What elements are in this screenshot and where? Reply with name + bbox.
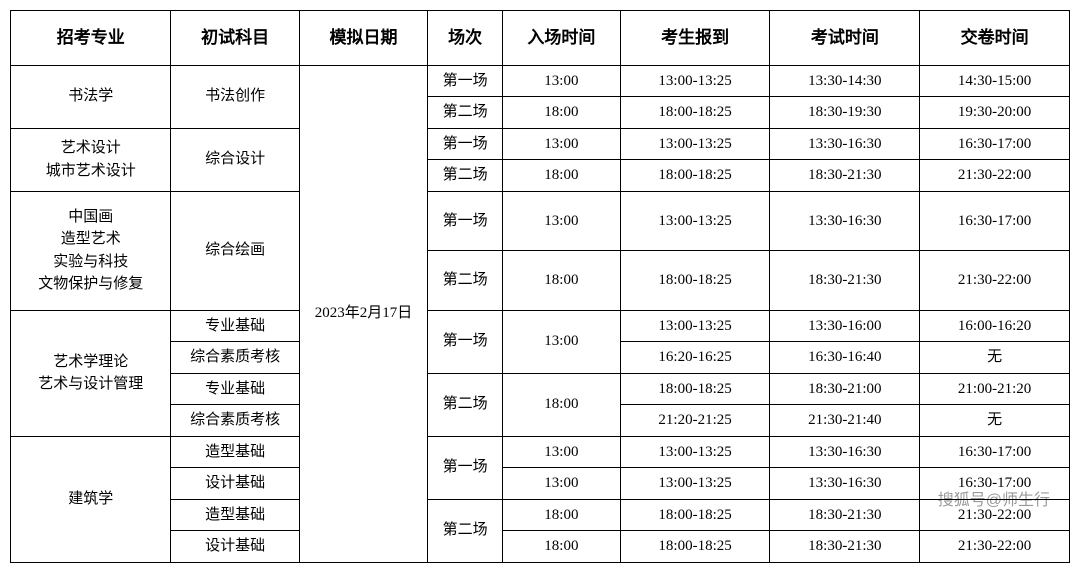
cell-major: 艺术学理论艺术与设计管理 — [11, 310, 171, 436]
table-row: 艺术学理论艺术与设计管理 专业基础 第一场 13:00 13:00-13:25 … — [11, 310, 1070, 342]
th-date: 模拟日期 — [299, 11, 427, 66]
cell-session: 第一场 — [428, 310, 503, 373]
th-submit: 交卷时间 — [920, 11, 1070, 66]
cell-register: 18:00-18:25 — [620, 531, 770, 563]
cell-exam: 18:30-21:00 — [770, 373, 920, 405]
cell-register: 13:00-13:25 — [620, 436, 770, 468]
cell-register: 18:00-18:25 — [620, 160, 770, 192]
cell-register: 18:00-18:25 — [620, 373, 770, 405]
cell-register: 13:00-13:25 — [620, 128, 770, 160]
cell-entry: 18:00 — [503, 373, 621, 436]
cell-exam: 18:30-21:30 — [770, 531, 920, 563]
cell-register: 18:00-18:25 — [620, 97, 770, 129]
cell-session: 第二场 — [428, 251, 503, 311]
cell-subject: 设计基础 — [171, 468, 299, 500]
cell-register: 16:20-16:25 — [620, 342, 770, 374]
cell-major: 中国画造型艺术实验与科技文物保护与修复 — [11, 191, 171, 310]
cell-register: 13:00-13:25 — [620, 65, 770, 97]
cell-submit: 14:30-15:00 — [920, 65, 1070, 97]
table-row: 建筑学 造型基础 第一场 13:00 13:00-13:25 13:30-16:… — [11, 436, 1070, 468]
cell-entry: 13:00 — [503, 468, 621, 500]
cell-exam: 13:30-16:30 — [770, 191, 920, 251]
cell-entry: 13:00 — [503, 436, 621, 468]
cell-exam: 18:30-21:30 — [770, 160, 920, 192]
cell-subject: 书法创作 — [171, 65, 299, 128]
cell-submit: 21:30-22:00 — [920, 251, 1070, 311]
cell-exam: 18:30-21:30 — [770, 499, 920, 531]
cell-entry: 13:00 — [503, 128, 621, 160]
cell-session: 第一场 — [428, 436, 503, 499]
cell-submit: 21:00-21:20 — [920, 373, 1070, 405]
cell-subject: 综合素质考核 — [171, 405, 299, 437]
cell-subject: 综合素质考核 — [171, 342, 299, 374]
cell-entry: 13:00 — [503, 65, 621, 97]
cell-register: 21:20-21:25 — [620, 405, 770, 437]
cell-subject: 综合绘画 — [171, 191, 299, 310]
cell-exam: 18:30-21:30 — [770, 251, 920, 311]
table-row: 艺术设计城市艺术设计 综合设计 第一场 13:00 13:00-13:25 13… — [11, 128, 1070, 160]
cell-exam: 21:30-21:40 — [770, 405, 920, 437]
cell-submit: 16:30-17:00 — [920, 191, 1070, 251]
cell-session: 第一场 — [428, 128, 503, 160]
cell-submit: 无 — [920, 405, 1070, 437]
cell-session: 第二场 — [428, 97, 503, 129]
th-register: 考生报到 — [620, 11, 770, 66]
th-major: 招考专业 — [11, 11, 171, 66]
cell-session: 第二场 — [428, 373, 503, 436]
schedule-table: 招考专业 初试科目 模拟日期 场次 入场时间 考生报到 考试时间 交卷时间 书法… — [10, 10, 1070, 563]
cell-subject: 专业基础 — [171, 373, 299, 405]
cell-major: 建筑学 — [11, 436, 171, 562]
cell-major: 书法学 — [11, 65, 171, 128]
th-subject: 初试科目 — [171, 11, 299, 66]
header-row: 招考专业 初试科目 模拟日期 场次 入场时间 考生报到 考试时间 交卷时间 — [11, 11, 1070, 66]
cell-subject: 造型基础 — [171, 436, 299, 468]
cell-register: 13:00-13:25 — [620, 310, 770, 342]
cell-entry: 18:00 — [503, 251, 621, 311]
cell-exam: 13:30-16:30 — [770, 128, 920, 160]
th-session: 场次 — [428, 11, 503, 66]
cell-date: 2023年2月17日 — [299, 65, 427, 562]
cell-exam: 13:30-16:30 — [770, 468, 920, 500]
th-exam: 考试时间 — [770, 11, 920, 66]
cell-subject: 综合设计 — [171, 128, 299, 191]
cell-submit: 16:30-17:00 — [920, 128, 1070, 160]
cell-session: 第二场 — [428, 160, 503, 192]
cell-entry: 18:00 — [503, 531, 621, 563]
cell-register: 18:00-18:25 — [620, 251, 770, 311]
cell-entry: 13:00 — [503, 310, 621, 373]
cell-exam: 18:30-19:30 — [770, 97, 920, 129]
cell-session: 第二场 — [428, 499, 503, 562]
table-row: 中国画造型艺术实验与科技文物保护与修复 综合绘画 第一场 13:00 13:00… — [11, 191, 1070, 251]
cell-exam: 13:30-16:30 — [770, 436, 920, 468]
cell-submit: 16:30-17:00 — [920, 468, 1070, 500]
cell-submit: 19:30-20:00 — [920, 97, 1070, 129]
table-row: 书法学 书法创作 2023年2月17日 第一场 13:00 13:00-13:2… — [11, 65, 1070, 97]
cell-subject: 造型基础 — [171, 499, 299, 531]
cell-subject: 设计基础 — [171, 531, 299, 563]
cell-submit: 21:30-22:00 — [920, 531, 1070, 563]
cell-entry: 18:00 — [503, 499, 621, 531]
cell-register: 18:00-18:25 — [620, 499, 770, 531]
cell-exam: 13:30-16:00 — [770, 310, 920, 342]
cell-submit: 无 — [920, 342, 1070, 374]
cell-exam: 16:30-16:40 — [770, 342, 920, 374]
cell-submit: 21:30-22:00 — [920, 499, 1070, 531]
cell-submit: 21:30-22:00 — [920, 160, 1070, 192]
cell-submit: 16:30-17:00 — [920, 436, 1070, 468]
cell-entry: 13:00 — [503, 191, 621, 251]
cell-subject: 专业基础 — [171, 310, 299, 342]
cell-entry: 18:00 — [503, 97, 621, 129]
cell-session: 第一场 — [428, 65, 503, 97]
cell-session: 第一场 — [428, 191, 503, 251]
cell-exam: 13:30-14:30 — [770, 65, 920, 97]
cell-submit: 16:00-16:20 — [920, 310, 1070, 342]
cell-major: 艺术设计城市艺术设计 — [11, 128, 171, 191]
cell-entry: 18:00 — [503, 160, 621, 192]
cell-register: 13:00-13:25 — [620, 468, 770, 500]
th-entry: 入场时间 — [503, 11, 621, 66]
cell-register: 13:00-13:25 — [620, 191, 770, 251]
